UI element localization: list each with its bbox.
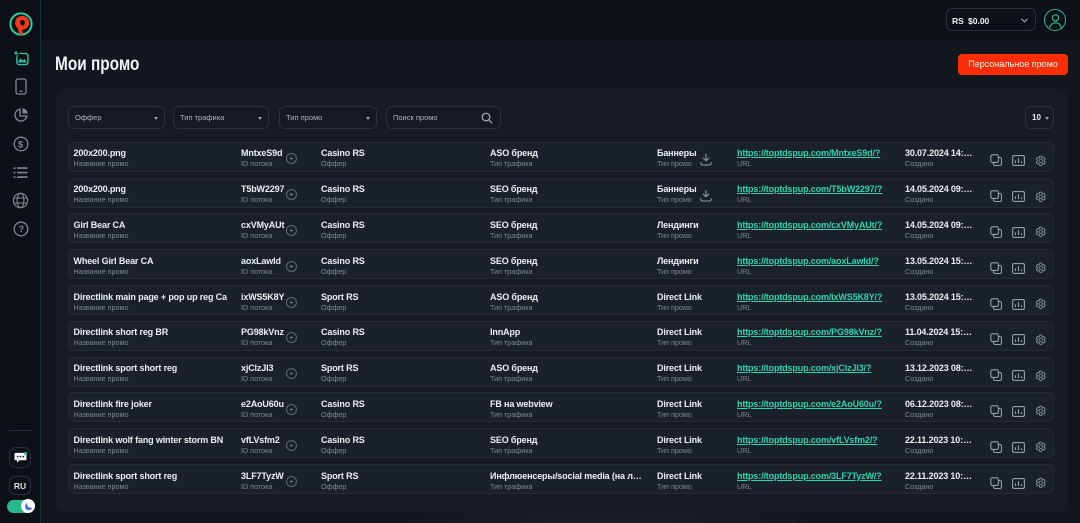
svg-text:?: ?: [18, 224, 24, 234]
svg-text:$: $: [18, 139, 24, 150]
